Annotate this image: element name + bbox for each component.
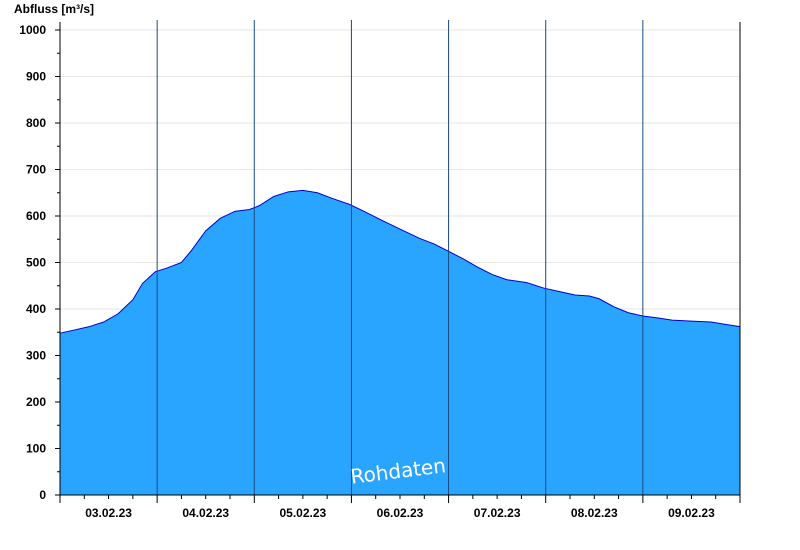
x-tick-label: 05.02.23 xyxy=(279,506,326,520)
day-separators xyxy=(156,20,644,495)
y-tick-label-100: 100 xyxy=(26,442,46,456)
y-tick-label-900: 900 xyxy=(26,70,46,84)
x-tick-label: 06.02.23 xyxy=(377,506,424,520)
x-tick-label: 09.02.23 xyxy=(668,506,715,520)
y-tick-label-300: 300 xyxy=(26,349,46,363)
x-tick-label: 04.02.23 xyxy=(182,506,229,520)
x-tick-label: 03.02.23 xyxy=(85,506,132,520)
y-tick-label-600: 600 xyxy=(26,209,46,223)
y-tick-label-1000: 1000 xyxy=(19,23,46,37)
y-axis-ticks: 0 100 200 300 400 500 600 700 800 900 1000 xyxy=(19,23,60,502)
y-tick-label-200: 200 xyxy=(26,395,46,409)
plot-area xyxy=(59,189,741,495)
x-axis-ticks: 03.02.23 04.02.23 05.02.23 06.02.23 07.02.23… xyxy=(59,495,741,520)
y-tick-label-500: 500 xyxy=(26,256,46,270)
y-axis-title: Abfluss [m³/s] xyxy=(14,2,94,16)
x-tick-label: 08.02.23 xyxy=(571,506,618,520)
y-tick-label-0: 0 xyxy=(39,488,46,502)
y-tick-label-700: 700 xyxy=(26,163,46,177)
y-tick-label-800: 800 xyxy=(26,116,46,130)
series-line xyxy=(59,189,741,334)
series-area xyxy=(60,190,740,495)
y-tick-label-400: 400 xyxy=(26,302,46,316)
x-tick-label: 07.02.23 xyxy=(474,506,521,520)
